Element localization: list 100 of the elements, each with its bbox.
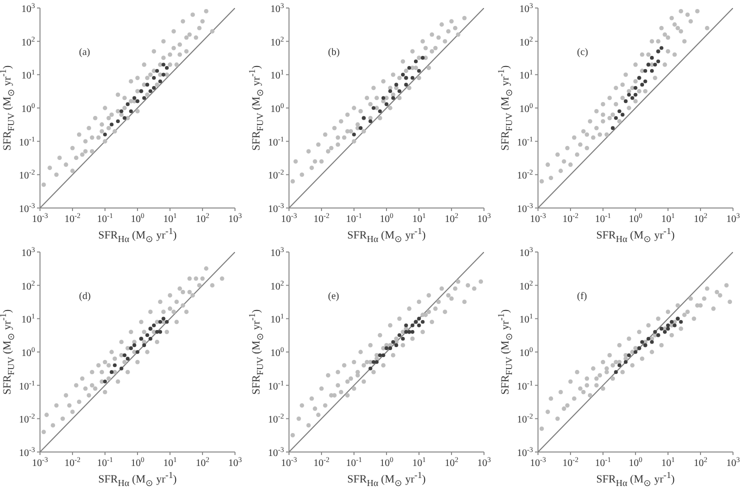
x-tick-label: 10$^{3}$ <box>726 456 740 469</box>
point <box>368 119 372 124</box>
annotation: (f) <box>577 291 587 302</box>
x-axis-title: SFR$_{Hα}$ (M$_{⊙}$ yr$^{-1}$) <box>98 226 177 244</box>
point <box>410 323 414 328</box>
x-tick-label: 10$^{-2}$ <box>64 212 81 225</box>
x-tick-label: 10$^{0}$ <box>628 212 643 225</box>
x-tick-label: 10$^{1}$ <box>661 456 676 469</box>
y-tick-label: 10$^{-1}$ <box>268 135 284 148</box>
y-tick-label: 10$^{-2}$ <box>517 168 534 182</box>
y-tick-label: 10$^{2}$ <box>21 35 36 48</box>
point <box>679 320 683 324</box>
annotation: (a) <box>79 47 90 58</box>
y-tick-label: 10$^{-1}$ <box>19 135 36 148</box>
point <box>640 340 644 344</box>
x-axis-title: SFR$_{Hα}$ (M$_{⊙}$ yr$^{-1}$) <box>596 226 675 244</box>
point <box>650 68 654 73</box>
point <box>414 60 418 64</box>
x-tick-label: 10$^{2}$ <box>196 212 210 225</box>
x-tick-label: 10$^{1}$ <box>163 456 178 469</box>
x-tick-label: 10$^{-1}$ <box>346 456 362 469</box>
x-tick-label: 10$^{3}$ <box>477 456 492 469</box>
x-tick-label: 10$^{2}$ <box>694 456 708 469</box>
y-tick-label: 10$^{0}$ <box>519 346 534 359</box>
point <box>398 89 402 94</box>
y-tick-label: 10$^{-2}$ <box>517 412 534 426</box>
y-tick-label: 10$^{1}$ <box>519 68 534 82</box>
x-axis-title: SFR$_{Hα}$ (M$_{⊙}$ yr$^{-1}$) <box>98 470 177 488</box>
point <box>662 330 667 334</box>
y-tick-label: 10$^{-3}$ <box>268 446 284 459</box>
point <box>634 350 638 354</box>
y-tick-label: 10$^{0}$ <box>519 102 534 115</box>
x-tick-label: 10$^{-3}$ <box>32 456 48 469</box>
y-tick-label: 10$^{-3}$ <box>268 202 284 215</box>
point <box>420 56 425 60</box>
x-tick-label: 10$^{3}$ <box>228 456 242 469</box>
point <box>401 72 405 77</box>
y-tick-label: 10$^{2}$ <box>519 279 534 292</box>
y-tick-label: 10$^{2}$ <box>519 35 534 48</box>
y-tick-label: 10$^{-3}$ <box>517 446 534 459</box>
x-tick-label: 10$^{-2}$ <box>314 456 330 469</box>
point <box>384 102 388 106</box>
x-tick-label: 10$^{-3}$ <box>281 456 298 469</box>
y-tick-label: 10$^{1}$ <box>519 312 534 326</box>
y-tick-label: 10$^{3}$ <box>21 246 36 259</box>
x-tick-label: 10$^{-1}$ <box>97 212 114 225</box>
point <box>378 109 382 114</box>
point <box>148 336 152 341</box>
x-tick-label: 10$^{0}$ <box>380 212 394 225</box>
point <box>404 323 408 328</box>
x-tick-label: 10$^{0}$ <box>628 456 643 469</box>
y-tick-label: 10$^{-3}$ <box>19 446 36 459</box>
x-tick-label: 10$^{-3}$ <box>530 456 546 469</box>
point <box>660 326 664 331</box>
point <box>158 320 162 324</box>
point <box>417 68 421 73</box>
x-tick-label: 10$^{1}$ <box>412 212 426 225</box>
y-tick-label: 10$^{0}$ <box>270 346 284 359</box>
x-tick-label: 10$^{-1}$ <box>595 212 612 225</box>
point <box>410 330 414 334</box>
point <box>145 333 150 338</box>
x-axis-title: SFR$_{Hα}$ (M$_{⊙}$ yr$^{-1}$) <box>347 470 426 488</box>
y-tick-label: 10$^{-2}$ <box>19 168 36 182</box>
point <box>152 323 156 328</box>
x-tick-label: 10$^{2}$ <box>196 456 210 469</box>
annotation: (b) <box>328 47 340 58</box>
x-tick-label: 10$^{0}$ <box>130 212 145 225</box>
point <box>388 89 392 94</box>
x-tick-label: 10$^{-3}$ <box>530 212 546 225</box>
y-tick-label: 10$^{-1}$ <box>268 379 284 392</box>
point <box>384 346 388 350</box>
point <box>381 353 386 358</box>
x-tick-label: 10$^{-3}$ <box>32 212 48 225</box>
point <box>136 350 140 354</box>
y-tick-label: 10$^{-2}$ <box>268 168 284 182</box>
y-tick-label: 10$^{-3}$ <box>517 202 534 215</box>
point <box>666 323 670 328</box>
y-tick-label: 10$^{1}$ <box>21 68 36 82</box>
y-tick-label: 10$^{2}$ <box>270 35 284 48</box>
point <box>381 96 386 100</box>
point <box>388 346 392 350</box>
point <box>643 79 648 84</box>
x-axis-title: SFR$_{Hα}$ (M$_{⊙}$ yr$^{-1}$) <box>596 470 675 488</box>
x-tick-label: 10$^{1}$ <box>412 456 426 469</box>
y-tick-label: 10$^{3}$ <box>270 246 284 259</box>
y-tick-label: 10$^{-2}$ <box>19 412 36 426</box>
point <box>624 99 628 104</box>
y-tick-label: 10$^{3}$ <box>21 2 36 15</box>
point <box>391 340 396 344</box>
point <box>653 330 657 334</box>
point <box>394 82 398 87</box>
point <box>142 343 146 348</box>
y-tick-label: 10$^{3}$ <box>270 2 284 15</box>
y-tick-label: 10$^{-1}$ <box>517 379 534 392</box>
y-tick-label: 10$^{-2}$ <box>268 412 284 426</box>
y-tick-label: 10$^{-1}$ <box>517 135 534 148</box>
x-tick-label: 10$^{-1}$ <box>595 456 612 469</box>
point <box>618 109 622 114</box>
point <box>155 330 159 334</box>
y-tick-label: 10$^{1}$ <box>270 68 284 82</box>
